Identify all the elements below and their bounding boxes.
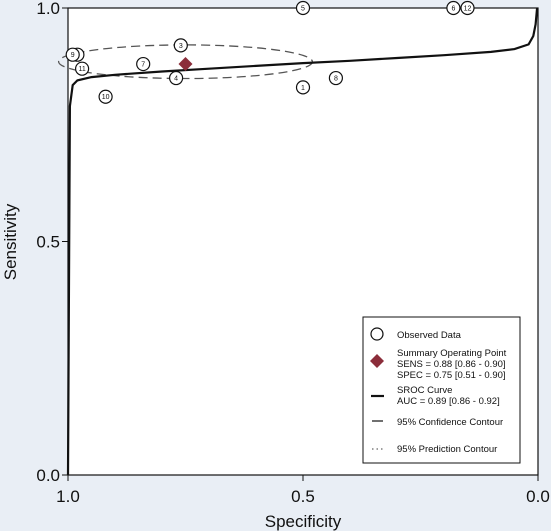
x-tick-label: 1.0 (56, 487, 80, 506)
legend: Observed Data Summary Operating Point SE… (362, 316, 521, 464)
observed-point-label: 9 (71, 52, 75, 59)
y-tick-label: 0.5 (36, 233, 60, 252)
y-tick-label: 0.0 (36, 466, 60, 485)
observed-point-label: 8 (334, 76, 338, 83)
observed-point: 7 (136, 56, 151, 72)
observed-point-circle (295, 0, 311, 16)
sroc-curve-layer (66, 7, 539, 476)
observed-point: 12 (460, 0, 475, 16)
axis-ticks: 1.0 0.5 0.0 0.0 0.5 1.0 (36, 0, 549, 506)
x-axis-label: Specificity (265, 512, 342, 531)
y-tick-label: 1.0 (36, 0, 60, 18)
observed-point: 11 (74, 61, 90, 76)
observed-point-label: 3 (179, 43, 183, 50)
legend-summary-sens: SENS = 0.88 [0.86 - 0.90] (397, 359, 506, 370)
observed-point-label: 1 (301, 85, 305, 92)
observed-point-label: 6 (451, 6, 455, 13)
observed-point-label: 12 (464, 6, 472, 13)
legend-box (362, 316, 521, 464)
observed-point-circle (98, 89, 113, 104)
legend-summary-spec: SPEC = 0.75 [0.51 - 0.90] (397, 370, 506, 381)
observed-point: 1 (295, 80, 311, 95)
legend-sroc-auc: AUC = 0.89 [0.86 - 0.92] (397, 396, 500, 407)
x-tick-label: 0.0 (526, 487, 550, 506)
observed-point-label: 11 (78, 66, 85, 73)
observed-point-circle (295, 80, 311, 95)
legend-sroc-label: SROC Curve (397, 385, 452, 396)
sroc-curve (66, 7, 539, 476)
legend-summary-symbol (370, 354, 384, 368)
observed-point-label: 5 (301, 6, 305, 13)
observed-point-circle (446, 0, 461, 16)
observed-points-layer: 123456789101112 (65, 0, 475, 104)
x-tick-label: 0.5 (291, 487, 315, 506)
summary-point-layer (178, 57, 193, 72)
observed-point: 10 (98, 89, 113, 104)
summary-operating-point (178, 57, 193, 72)
observed-point: 9 (65, 47, 80, 62)
observed-point-circle (173, 38, 188, 53)
observed-point: 6 (446, 0, 461, 16)
observed-point-circle (65, 47, 80, 62)
observed-point: 4 (169, 70, 184, 86)
observed-point: 5 (295, 0, 311, 16)
observed-point-label: 4 (174, 76, 178, 83)
observed-point-circle (74, 61, 90, 76)
legend-prediction-label: 95% Prediction Contour (397, 444, 497, 455)
observed-point-label: 7 (141, 62, 145, 69)
observed-point-label: 10 (102, 94, 110, 101)
observed-point-circle (460, 0, 475, 16)
observed-point-circle (136, 56, 151, 72)
legend-confidence-label: 95% Confidence Contour (397, 417, 503, 428)
legend-observed-symbol (370, 327, 384, 341)
observed-point: 3 (173, 38, 188, 53)
legend-summary-label: Summary Operating Point (397, 348, 507, 359)
y-axis-label: Sensitivity (1, 203, 20, 280)
observed-point-circle (328, 70, 343, 86)
observed-point-circle (169, 70, 184, 86)
legend-observed-label: Observed Data (397, 330, 462, 341)
observed-point: 8 (328, 70, 343, 86)
